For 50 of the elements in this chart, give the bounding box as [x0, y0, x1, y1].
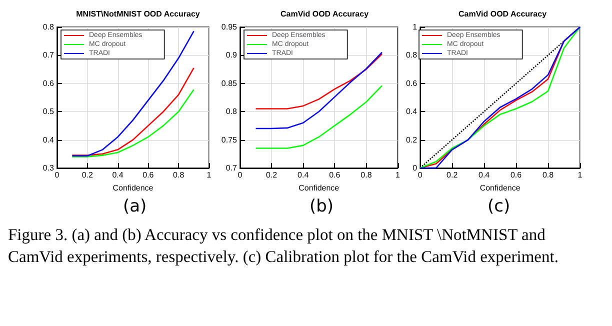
y-tick-label: 0	[412, 164, 418, 172]
chart-title: MNIST\NotMNIST OOD Accuracy	[76, 10, 200, 18]
x-tick-label: 1	[206, 170, 212, 180]
y-tick-label: 1	[412, 22, 418, 32]
x-tick-label: 0.4	[112, 170, 124, 180]
line-series	[72, 67, 194, 156]
x-tick-label: 0.4	[478, 170, 490, 180]
x-axis-title: Confidence	[112, 183, 154, 192]
y-tick-label: 0.3	[42, 164, 55, 172]
chart-title: CamVid OOD Accuracy	[458, 10, 548, 18]
y-tick-label: 0.6	[42, 78, 55, 88]
x-tick-label: 0.4	[298, 170, 310, 180]
y-tick-label: 0.4	[42, 135, 55, 144]
y-tick-label: 0.7	[42, 50, 55, 60]
x-tick-label: 1	[578, 170, 583, 180]
y-tick-label: 0.4	[406, 107, 418, 116]
y-tick-label: 0.8	[42, 22, 55, 32]
text: (a)	[123, 196, 147, 216]
chart-title: CamVid OOD Accuracy	[280, 10, 370, 18]
line-series	[72, 88, 194, 158]
y-tick-label: 0.5	[42, 107, 55, 116]
line-series	[419, 26, 581, 169]
x-tick-label: 0.8	[173, 170, 185, 180]
y-tick-label: 0.9	[226, 50, 238, 60]
x-tick-label: 0.2	[82, 170, 94, 180]
line-series	[72, 30, 194, 157]
x-tick-label: 1	[396, 170, 401, 180]
x-tick-label: 0.8	[360, 170, 372, 180]
line-series	[255, 85, 383, 149]
line-series	[255, 53, 383, 110]
y-tick-label: 0.7	[226, 164, 238, 172]
y-tick-label: 0.85	[221, 78, 238, 88]
y-tick-label: 0.8	[406, 50, 418, 60]
x-tick-label: 0.2	[266, 170, 278, 180]
text: (c)	[488, 196, 510, 216]
y-tick-label: 0.6	[406, 78, 418, 88]
y-tick-label: 0.2	[406, 135, 418, 144]
text: (b)	[310, 196, 334, 216]
y-tick-label: 0.75	[221, 135, 238, 144]
caption: Figure 3. (a) and (b) Accuracy vs confidence plot on the MNIST \NotMNIST and CamVid experiments, respectively. (c) Calibration plot for the CamVid experiment.	[8, 224, 560, 268]
x-tick-label: 0.6	[510, 170, 522, 180]
x-tick-label: 0.2	[446, 170, 458, 180]
x-tick-label: 0.8	[542, 170, 554, 180]
y-tick-label: 0.95	[221, 22, 238, 32]
x-axis-title: Confidence	[298, 183, 340, 192]
x-tick-label: 0.6	[142, 170, 154, 180]
y-tick-label: 0.8	[226, 107, 238, 116]
line-series	[255, 52, 383, 130]
x-tick-label: 0.6	[329, 170, 341, 180]
x-axis-title: Confidence	[480, 183, 521, 192]
